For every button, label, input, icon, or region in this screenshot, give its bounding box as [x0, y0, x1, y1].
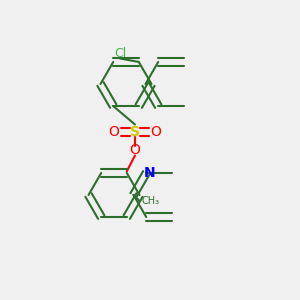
Text: S: S: [130, 125, 140, 139]
Text: O: O: [109, 125, 119, 139]
Text: N: N: [143, 166, 155, 180]
Text: O: O: [130, 143, 140, 157]
Text: O: O: [151, 125, 161, 139]
Text: CH₃: CH₃: [141, 196, 159, 206]
Text: Cl: Cl: [114, 47, 126, 61]
